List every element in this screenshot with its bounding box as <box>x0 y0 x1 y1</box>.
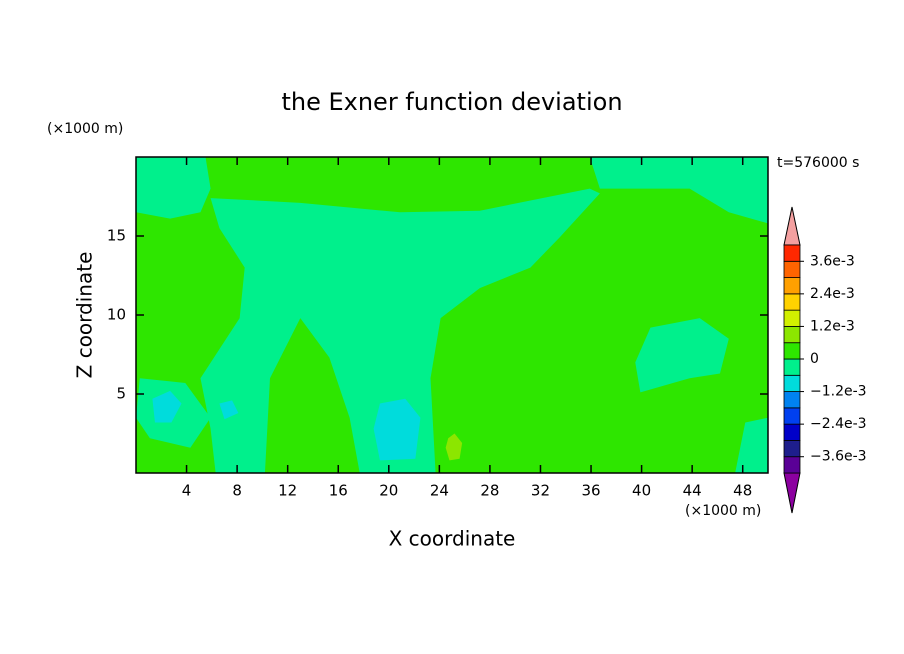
colorbar-box <box>783 456 801 474</box>
x-tick-label: 28 <box>480 482 499 500</box>
colorbar-box <box>783 260 801 278</box>
y-tick-label: 5 <box>116 385 126 403</box>
contour-fill <box>136 157 768 473</box>
colorbar-box <box>783 244 801 262</box>
colorbar-box <box>783 440 801 458</box>
contour-region <box>589 157 768 224</box>
colorbar-tick-label: −1.2e-3 <box>810 384 867 400</box>
contour-region <box>373 398 421 461</box>
colorbar-box <box>783 293 801 311</box>
plot-area <box>136 157 768 473</box>
x-tick-label: 20 <box>379 482 398 500</box>
y-tick-label: 15 <box>107 227 126 245</box>
x-tick-label: 36 <box>581 482 600 500</box>
colorbar-tick-label: −3.6e-3 <box>810 449 867 465</box>
colorbar-tick-label: 1.2e-3 <box>810 318 855 334</box>
colorbar-box <box>783 342 801 360</box>
colorbar-tick-label: −2.4e-3 <box>810 416 867 432</box>
contour-region <box>200 188 600 473</box>
x-tick-label: 44 <box>683 482 702 500</box>
colorbar-tick-label: 0 <box>810 351 819 367</box>
colorbar-box <box>783 309 801 327</box>
x-tick-label: 8 <box>232 482 242 500</box>
time-label: t=576000 s <box>777 155 859 171</box>
x-tick-label: 12 <box>278 482 297 500</box>
contour-region <box>152 390 182 423</box>
colorbar-tick-label: 3.6e-3 <box>810 253 855 269</box>
x-unit: (×1000 m) <box>685 503 761 519</box>
x-axis-label: X coordinate <box>389 527 516 551</box>
colorbar-box <box>783 326 801 344</box>
contour-region <box>445 433 463 461</box>
colorbar-box <box>783 407 801 425</box>
contour-region <box>735 417 768 473</box>
x-tick-label: 48 <box>733 482 752 500</box>
contour-region <box>219 400 239 420</box>
y-unit: (×1000 m) <box>47 121 123 137</box>
colorbar-box <box>783 277 801 295</box>
colorbar-tick-label: 2.4e-3 <box>810 286 855 302</box>
x-tick-label: 40 <box>632 482 651 500</box>
colorbar-box <box>783 374 801 392</box>
chart-title: the Exner function deviation <box>281 88 622 116</box>
x-tick-label: 32 <box>531 482 550 500</box>
y-axis-label: Z coordinate <box>73 252 97 379</box>
colorbar-box <box>783 423 801 441</box>
contour-region <box>136 157 211 219</box>
colorbar-box <box>783 358 801 376</box>
x-tick-label: 4 <box>182 482 192 500</box>
x-tick-label: 16 <box>329 482 348 500</box>
x-tick-label: 24 <box>430 482 449 500</box>
colorbar-box <box>783 391 801 409</box>
contour-region <box>635 318 729 393</box>
y-tick-label: 10 <box>107 306 126 324</box>
